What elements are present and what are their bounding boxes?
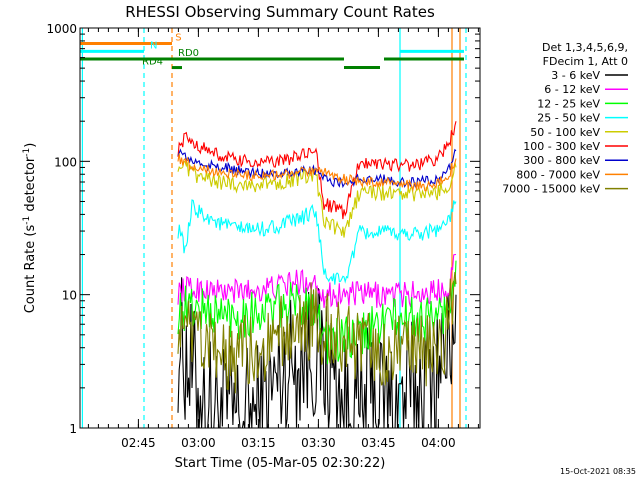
series-line (177, 153, 457, 193)
plot-content: S N RD0 RD4 (80, 28, 467, 429)
series-line (177, 121, 457, 220)
chart-title: RHESSI Observing Summary Count Rates (125, 3, 435, 21)
y-axis-label-rest: detector (23, 156, 38, 216)
legend-header-1: Det 1,3,4,5,6,9, (542, 41, 628, 54)
legend-label: 7000 - 15000 keV (502, 183, 600, 196)
legend-label: 3 - 6 keV (551, 69, 600, 82)
legend-label: 12 - 25 keV (537, 97, 600, 110)
legend-header-2: FDecim 1, Att 0 (543, 55, 628, 68)
x-tick-label: 02:45 (121, 436, 156, 450)
y-axis-label: Count Rate (s-1 detector-1) (22, 143, 38, 314)
flag-label-s: S (175, 33, 181, 44)
legend-label: 800 - 7000 keV (516, 168, 600, 181)
flag-label-rd0: RD0 (178, 48, 199, 59)
legend-label: 50 - 100 keV (530, 126, 600, 139)
flag-label-n: N (150, 40, 157, 51)
legend-label: 6 - 12 keV (544, 83, 600, 96)
y-tick-label: 10 (62, 289, 77, 303)
x-axis: 02:45 03:00 03:15 03:30 03:45 04:00 (87, 28, 479, 450)
series-line (177, 199, 457, 285)
flag-label-rd4: RD4 (142, 57, 163, 68)
x-tick-label: 04:00 (421, 436, 456, 450)
legend-label: 300 - 800 keV (523, 154, 600, 167)
x-tick-label: 03:15 (241, 436, 276, 450)
y-tick-label: 1 (69, 422, 77, 436)
plot-frame (79, 27, 481, 429)
y-tick-label: 100 (54, 155, 77, 169)
series-line (177, 160, 457, 238)
legend-label: 25 - 50 keV (537, 112, 600, 125)
x-tick-label: 03:00 (181, 436, 216, 450)
legend: Det 1,3,4,5,6,9, FDecim 1, Att 0 3 - 6 k… (502, 41, 628, 196)
x-tick-label: 03:45 (361, 436, 396, 450)
x-tick-label: 03:30 (301, 436, 336, 450)
x-axis-label: Start Time (05-Mar-05 02:30:22) (175, 456, 386, 471)
series-line (177, 271, 457, 394)
y-axis-label-main: Count Rate (s (23, 225, 38, 314)
y-tick-label: 1000 (46, 22, 77, 36)
timestamp: 15-Oct-2021 08:35 (560, 467, 636, 476)
legend-label: 100 - 300 keV (523, 140, 600, 153)
series-line (177, 253, 457, 309)
y-axis-label-sup1: -1 (22, 216, 32, 225)
y-axis-label-end: ) (23, 143, 38, 148)
y-axis-label-sup2: -1 (22, 148, 32, 157)
y-axis: 1 10 100 1000 (46, 22, 480, 436)
